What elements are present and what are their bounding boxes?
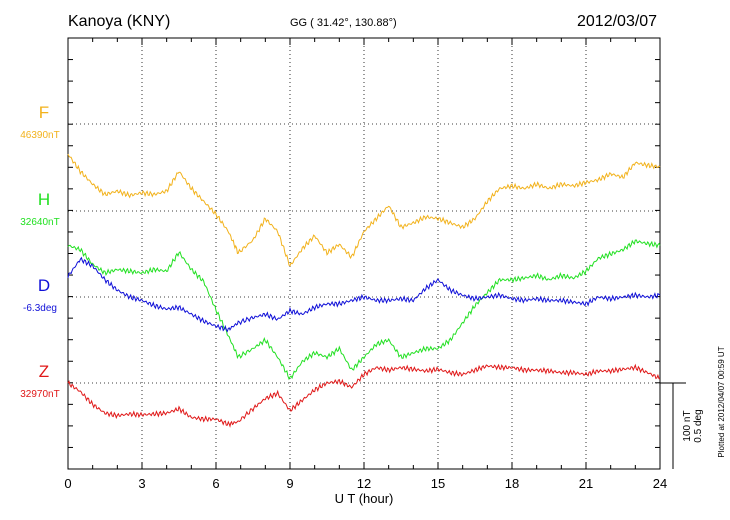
scale-bar-label-nt: 100 nT [682,410,693,441]
x-tick-label: 9 [286,476,293,491]
series-baseline-d: -6.3deg [23,303,57,314]
x-tick-label: 15 [431,476,445,491]
x-tick-label: 21 [579,476,593,491]
x-tick-label: 6 [212,476,219,491]
series-line-h [67,239,661,381]
x-tick-label: 0 [64,476,71,491]
scale-bar-label-deg: 0.5 deg [693,409,704,442]
coordinates-label: GG ( 31.42°, 130.88°) [290,17,397,29]
series-line-f [67,153,661,267]
series-lines [67,153,661,428]
series-name-h: H [38,190,50,209]
series-baseline-f: 46390nT [20,130,59,141]
x-tick-label: 18 [505,476,519,491]
series-name-z: Z [39,362,49,381]
series-name-d: D [38,276,50,295]
x-tick-labels: 0 3 6 9 12 15 18 21 24 [64,476,667,491]
series-baseline-h: 32640nT [20,217,59,228]
series-line-z [67,363,661,428]
series-labels: F 46390nT H 32640nT D -6.3deg Z 32970nT [20,103,59,400]
station-title: Kanoya (KNY) [68,13,170,30]
plotted-at-note: Plotted at 2012/04/07 00:59 UT [717,346,726,457]
series-baseline-z: 32970nT [20,389,59,400]
axis-ticks [67,37,661,469]
date-label: 2012/03/07 [577,13,657,30]
series-line-d [67,256,661,333]
grid-lines [68,38,660,469]
series-name-f: F [39,103,49,122]
x-tick-label: 24 [653,476,667,491]
x-axis-label: U T (hour) [335,491,394,506]
x-tick-label: 12 [357,476,371,491]
x-tick-label: 3 [138,476,145,491]
